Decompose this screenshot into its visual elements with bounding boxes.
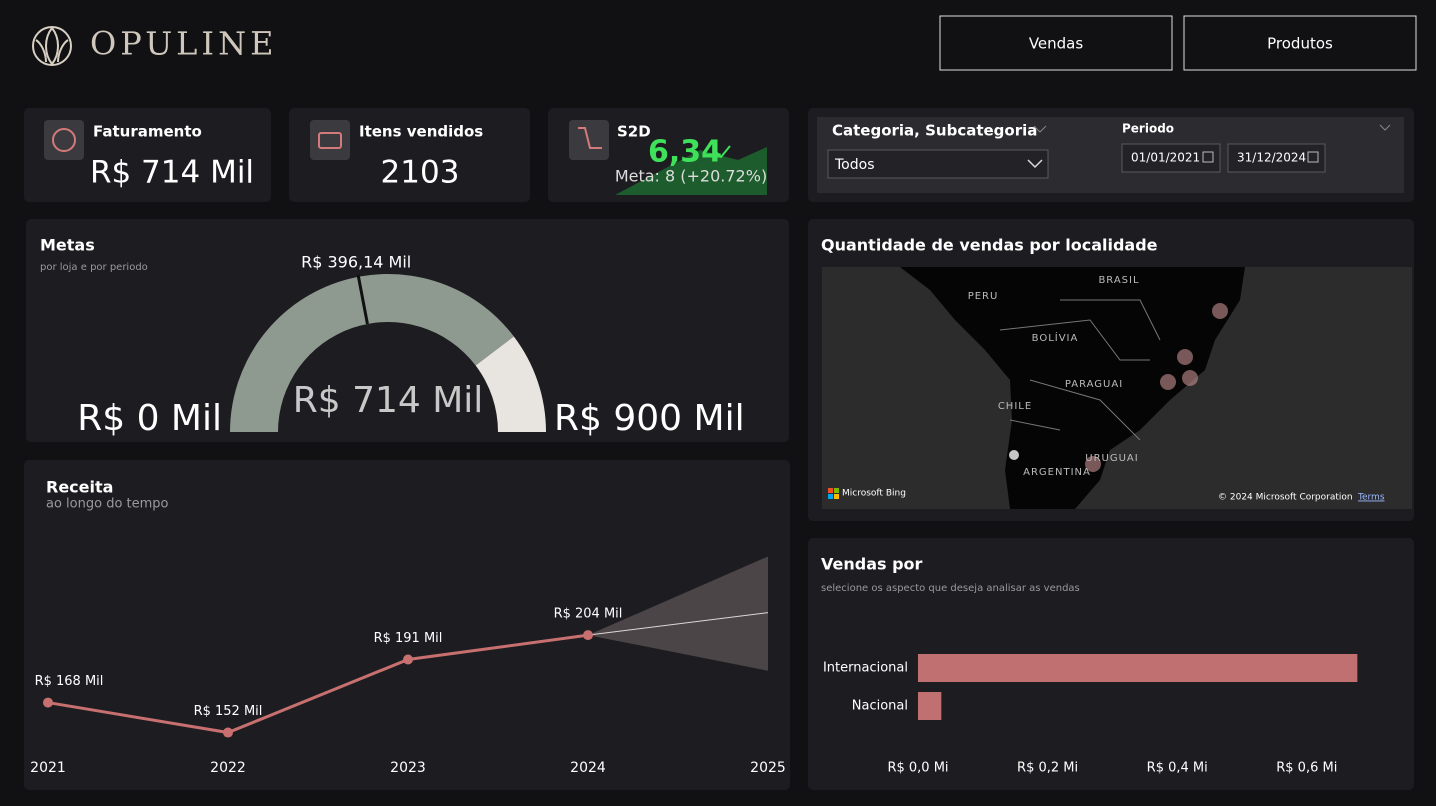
chart-subtitle: selecione os aspecto que deseja analisar…: [821, 583, 1080, 594]
map-borders: [999, 299, 1161, 441]
chevron[interactable]: [1379, 124, 1391, 131]
nav-button[interactable]: [1183, 15, 1417, 71]
point: [583, 630, 593, 641]
chart-title: Receita: [46, 478, 113, 497]
x-tick-label: R$ 0,0 Mi: [887, 761, 948, 776]
x-tick-label: 2025: [750, 760, 786, 776]
data-label: R$ 152 Mil: [194, 704, 263, 719]
line-panel: [24, 460, 790, 790]
data-label: R$ 168 Mil: [35, 674, 104, 689]
forecast-band: [588, 556, 768, 671]
kpi-icon: [578, 127, 602, 149]
map-copyright: © 2024 Microsoft Corporation: [1218, 493, 1353, 503]
calendar-icon[interactable]: [1202, 151, 1214, 163]
map-point[interactable]: [1009, 450, 1019, 460]
date-input[interactable]: [1227, 143, 1326, 173]
map-label: PARAGUAI: [1065, 379, 1123, 390]
map-point[interactable]: [1182, 370, 1198, 386]
chevron[interactable]: [1033, 125, 1047, 133]
y-tick-label: Nacional: [852, 699, 908, 714]
x-tick-label: 2023: [390, 760, 426, 776]
line: [47, 633, 589, 735]
chart-title: Vendas por: [821, 555, 923, 574]
chart-title: Metas: [40, 236, 95, 255]
nav-button[interactable]: [939, 15, 1173, 71]
date-input[interactable]: [1121, 143, 1221, 173]
map-label: BOLÍVIA: [1032, 331, 1079, 344]
point: [223, 727, 233, 738]
x-tick-label: R$ 0,2 Mi: [1017, 761, 1078, 776]
kpi-value: R$ 714 Mil: [90, 155, 254, 191]
kpi-value: 6,34: [648, 135, 722, 170]
map-label: CHILE: [998, 401, 1032, 412]
map-label: URUGUAI: [1085, 453, 1138, 464]
nav-label[interactable]: Vendas: [1029, 35, 1084, 53]
kpi-icon: [44, 120, 84, 160]
gauge-value-label: R$ 714 Mil: [293, 380, 484, 421]
logo-icon: [32, 26, 72, 66]
kpi-title: Itens vendidos: [359, 123, 483, 141]
bar: [918, 654, 1358, 682]
nav-label[interactable]: Produtos: [1267, 35, 1333, 53]
map-terms[interactable]: Terms: [1357, 493, 1385, 503]
chart-subtitle: por loja e por periodo: [40, 262, 148, 273]
x-tick-label: 2021: [30, 760, 66, 776]
kpi-highlight: [615, 147, 767, 195]
bar: [918, 692, 942, 720]
kpi-title: Faturamento: [93, 123, 202, 141]
gauge-max-label: R$ 900 Mil: [554, 398, 745, 439]
x-tick-label: R$ 0,6 Mi: [1276, 761, 1337, 776]
filter-label: Periodo: [1122, 122, 1174, 136]
chart-subtitle: ao longo do tempo: [46, 497, 169, 512]
chevron[interactable]: [1027, 159, 1043, 169]
brand: OPULINE: [90, 25, 277, 63]
x-tick-label: 2022: [210, 760, 246, 776]
y-tick-label: Internacional: [823, 661, 908, 676]
date-value[interactable]: 01/01/2021: [1131, 151, 1200, 165]
kpi-card: [24, 108, 271, 202]
x-tick-label: R$ 0,4 Mi: [1147, 761, 1208, 776]
map-label: PERU: [968, 291, 999, 302]
map-point[interactable]: [1177, 349, 1193, 365]
point: [403, 654, 413, 665]
map-label: ARGENTINA: [1023, 467, 1091, 478]
map-point[interactable]: [1160, 374, 1176, 390]
gauge-min-label: R$ 0 Mil: [77, 398, 222, 439]
data-label: R$ 191 Mil: [374, 631, 443, 646]
gauge-target: [356, 274, 369, 325]
gauge-target-label: R$ 396,14 Mil: [301, 252, 411, 271]
bing-logo: [828, 488, 839, 499]
kpi-title: S2D: [617, 123, 651, 141]
kpi-icon: [52, 128, 76, 152]
kpi-goal: Meta: 8 (+20.72%): [615, 167, 767, 186]
map-label: BRASIL: [1098, 275, 1139, 286]
map-attribution: Microsoft Bing: [842, 489, 906, 499]
filter-label: Categoria, Subcategoria: [832, 122, 1037, 140]
chart-title: Quantidade de vendas por localidade: [821, 236, 1158, 255]
check-icon: [715, 145, 731, 159]
data-label: R$ 204 Mil: [554, 607, 623, 622]
kpi-icon: [318, 132, 342, 149]
gauge-remainder: [475, 336, 546, 432]
x-tick-label: 2024: [570, 760, 606, 776]
forecast-line: [587, 612, 769, 636]
map-points: [1009, 303, 1228, 472]
calendar-icon[interactable]: [1307, 151, 1319, 163]
dropdown-value[interactable]: Todos: [834, 157, 874, 173]
point: [43, 697, 53, 708]
gauge-panel: [26, 219, 789, 442]
map-land: [900, 267, 1245, 509]
map-point[interactable]: [1085, 456, 1101, 472]
kpi-icon: [310, 120, 350, 160]
date-value[interactable]: 31/12/2024: [1237, 151, 1306, 165]
gauge-value: [230, 273, 514, 432]
dropdown[interactable]: [827, 149, 1049, 179]
kpi-value: 2103: [381, 155, 460, 191]
map-point[interactable]: [1212, 303, 1228, 319]
